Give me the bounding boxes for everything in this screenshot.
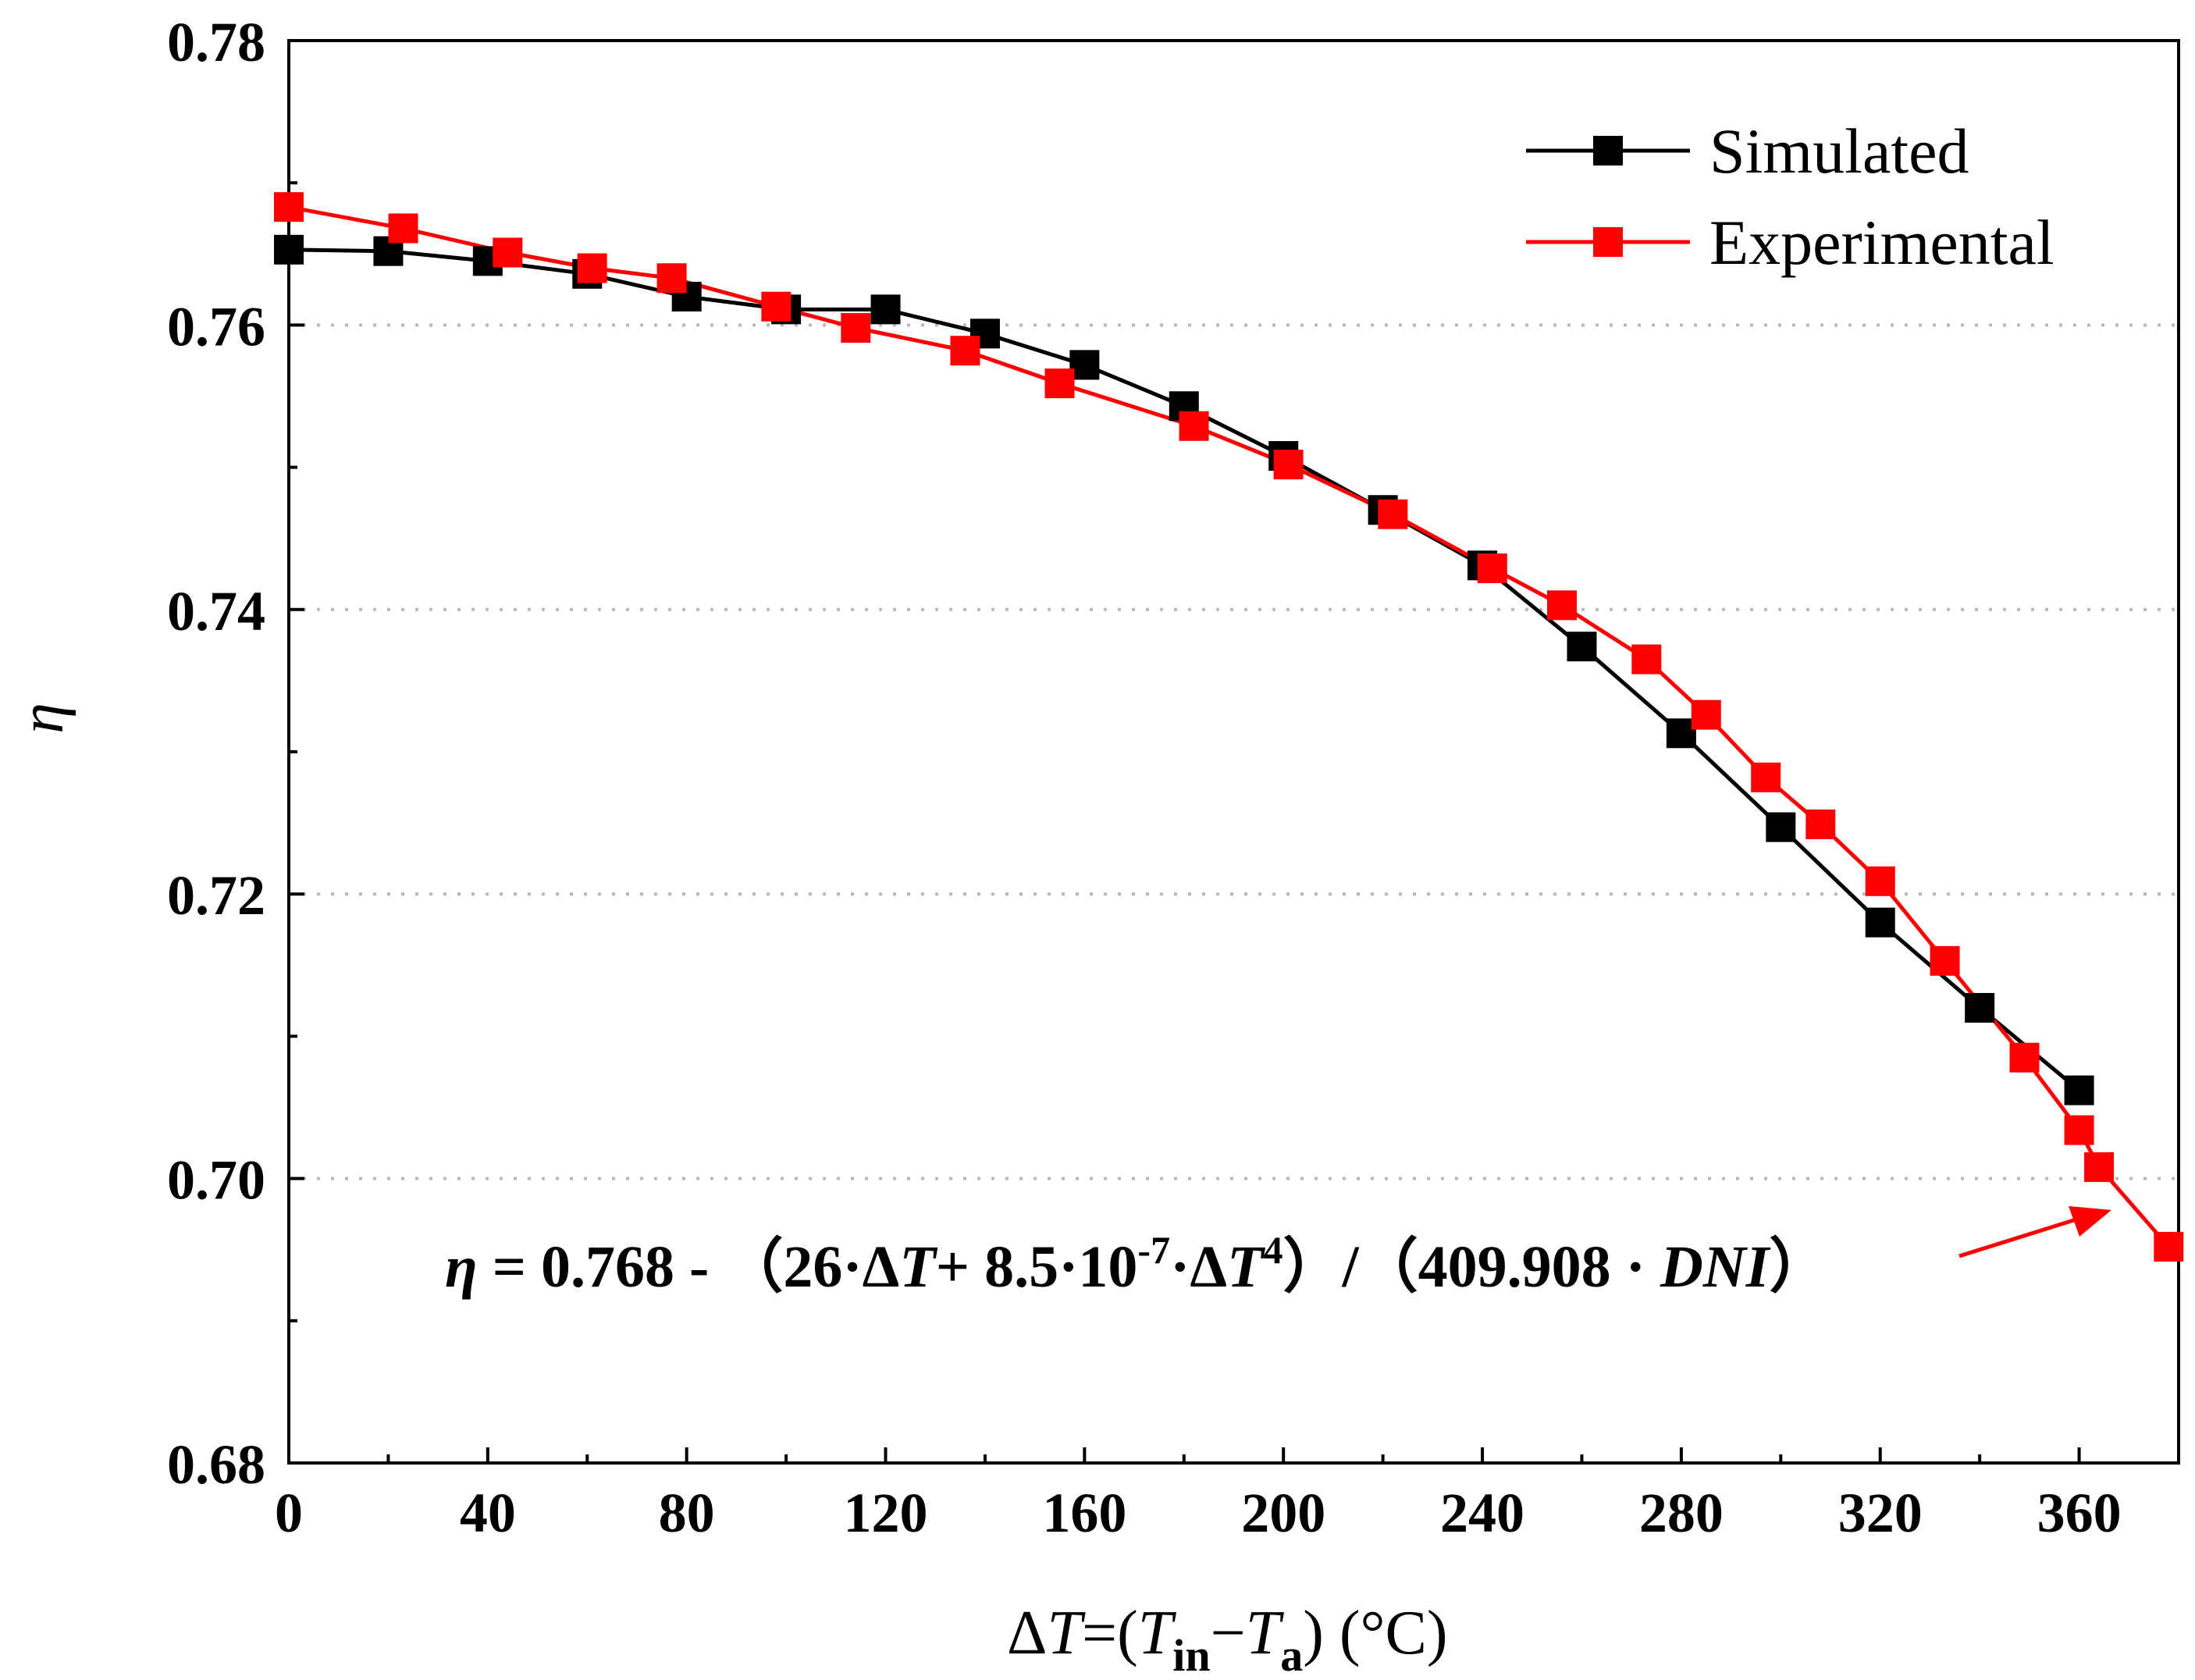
x-tick-label: 0 [275, 1482, 303, 1544]
legend-label-simulated: Simulated [1709, 116, 1969, 187]
data-point-experimental [1691, 699, 1721, 730]
y-tick-label: 0.76 [167, 295, 265, 358]
legend-marker-experimental [1593, 227, 1623, 257]
x-tick-label: 200 [1241, 1482, 1325, 1544]
data-point-simulated [2064, 1075, 2094, 1105]
legend-marker-simulated [1593, 136, 1623, 166]
data-point-experimental [2009, 1042, 2040, 1073]
series-markers [274, 192, 2184, 1262]
axis-ticks [287, 39, 2081, 1465]
x-tick-label: 320 [1838, 1482, 1923, 1544]
equation-annotation: η = 0.768 - （26·ΔT+ 8.5·10-7·ΔT4）/（409.9… [445, 1228, 1828, 1300]
data-point-simulated [1965, 992, 1995, 1023]
data-point-simulated [1069, 350, 1100, 380]
y-axis-title: η [8, 703, 76, 734]
data-point-experimental [1805, 809, 1836, 839]
data-point-experimental [1751, 762, 1781, 792]
legend: Simulated Experimental [1526, 116, 2054, 278]
grid-lines [289, 323, 2179, 1180]
data-point-experimental [1378, 499, 1408, 529]
data-point-experimental [274, 192, 304, 222]
y-tick-label: 0.72 [167, 864, 265, 927]
data-point-simulated [1567, 632, 1597, 662]
data-point-experimental [1044, 368, 1075, 399]
legend-label-experimental: Experimental [1709, 207, 2054, 278]
data-point-experimental [2084, 1152, 2115, 1183]
x-tick-label: 360 [2037, 1482, 2122, 1544]
x-tick-label: 240 [1440, 1482, 1524, 1544]
data-point-experimental [1477, 553, 1507, 583]
legend-item-simulated: Simulated [1526, 116, 1969, 187]
annotation-arrow [1958, 1206, 2111, 1258]
x-tick-label: 40 [460, 1482, 516, 1544]
x-tick-label: 160 [1042, 1482, 1126, 1544]
data-point-experimental [761, 291, 792, 322]
data-point-experimental [1546, 590, 1577, 621]
data-point-experimental [493, 237, 523, 268]
x-axis-title: ΔT=(Tin−Ta) (°C) [1007, 1599, 1448, 1680]
data-point-experimental [1930, 945, 1960, 976]
data-point-experimental [1631, 644, 1662, 674]
x-tick-label: 120 [844, 1482, 928, 1544]
legend-item-experimental: Experimental [1526, 207, 2054, 278]
data-point-simulated [870, 294, 901, 325]
data-point-experimental [1865, 866, 1895, 896]
y-tick-label: 0.68 [167, 1433, 265, 1496]
data-point-experimental [1273, 449, 1304, 479]
tick-labels: 0.68 0.70 0.72 0.74 0.76 0.78 0 40 80 120 160 200 24… [167, 11, 2122, 1544]
y-tick-label: 0.74 [167, 580, 265, 642]
data-point-experimental [577, 253, 607, 283]
data-point-simulated [1666, 718, 1696, 749]
data-point-simulated [1766, 812, 1796, 842]
data-point-experimental [1179, 411, 1209, 441]
annotation-arrow-shaft [1958, 1217, 2077, 1258]
data-point-simulated [1865, 907, 1895, 938]
data-point-experimental [656, 263, 687, 294]
data-point-simulated [274, 234, 304, 265]
data-point-experimental [388, 213, 418, 244]
y-tick-label: 0.78 [167, 11, 265, 73]
x-tick-label: 280 [1639, 1482, 1724, 1544]
annotation-arrow-head [2069, 1206, 2111, 1237]
y-tick-label: 0.70 [167, 1149, 265, 1212]
data-point-experimental [2064, 1115, 2094, 1145]
data-point-experimental [841, 313, 871, 343]
data-point-experimental [950, 336, 980, 366]
x-tick-label: 80 [659, 1482, 715, 1544]
data-point-experimental [2154, 1232, 2184, 1262]
